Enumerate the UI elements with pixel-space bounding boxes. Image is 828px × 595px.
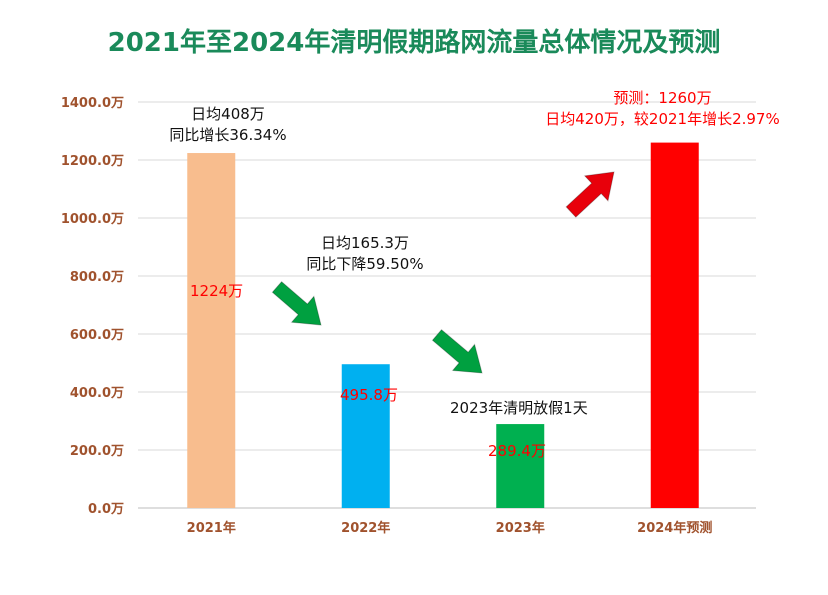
annotation-2021-line1: 日均408万 (191, 105, 265, 123)
y-tick-label: 800.0万 (70, 270, 124, 285)
x-tick-label: 2024年预测 (637, 520, 712, 536)
x-tick-label: 2021年 (187, 520, 236, 536)
y-tick-label: 200.0万 (70, 444, 124, 459)
y-tick-label: 600.0万 (70, 328, 124, 343)
data-label-2021: 1224万 (190, 282, 244, 300)
down-arrow-icon (271, 280, 322, 326)
annotation-2021: 日均408万 同比增长36.34% (148, 104, 308, 146)
annotation-2021-line2: 同比增长36.34% (169, 126, 287, 144)
x-tick-label: 2023年 (496, 520, 545, 536)
chart-title: 2021年至2024年清明假期路网流量总体情况及预测 (107, 28, 721, 58)
data-label-2022: 495.8万 (340, 386, 398, 404)
y-tick-label: 1400.0万 (61, 96, 124, 111)
bar (650, 142, 699, 508)
annotation-2022-line1: 日均165.3万 (321, 234, 409, 252)
down-arrow-icon (431, 328, 483, 374)
y-tick-label: 1200.0万 (61, 154, 124, 169)
y-tick-label: 0.0万 (88, 502, 124, 517)
x-tick-label: 2022年 (341, 520, 390, 536)
y-tick-label: 1000.0万 (61, 212, 124, 227)
annotation-2022-line2: 同比下降59.50% (306, 255, 424, 273)
data-label-2023: 289.4万 (488, 442, 546, 460)
bar (496, 424, 545, 508)
annotation-2024: 预测：1260万 日均420万，较2021年增长2.97% (530, 88, 795, 130)
bar (187, 153, 236, 509)
bar (341, 364, 390, 508)
annotation-2024-line1: 预测：1260万 (613, 89, 712, 107)
annotation-2023: 2023年清明放假1天 (450, 399, 588, 417)
y-tick-label: 400.0万 (70, 386, 124, 401)
annotation-2022: 日均165.3万 同比下降59.50% (280, 233, 450, 275)
annotation-2024-line2: 日均420万，较2021年增长2.97% (545, 110, 780, 128)
up-arrow-icon (565, 171, 615, 218)
